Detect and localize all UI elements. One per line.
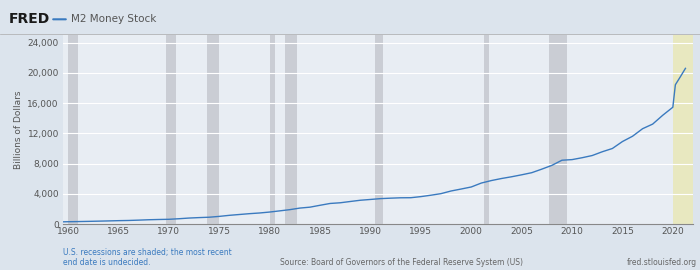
Bar [673,35,693,224]
Text: FRED: FRED [8,12,50,26]
Bar [375,35,383,224]
Bar [270,35,274,224]
Bar [285,35,298,224]
Text: fred.stlouisfed.org: fred.stlouisfed.org [626,258,696,267]
Text: Source: Board of Governors of the Federal Reserve System (US): Source: Board of Governors of the Federa… [280,258,523,267]
Text: M2 Money Stock: M2 Money Stock [71,14,157,24]
Bar [484,35,489,224]
Y-axis label: Billions of Dollars: Billions of Dollars [14,90,23,169]
Bar [68,35,78,224]
Bar [206,35,219,224]
Bar [167,35,176,224]
Text: U.S. recessions are shaded; the most recent
end date is undecided.: U.S. recessions are shaded; the most rec… [63,248,232,267]
Bar [550,35,567,224]
